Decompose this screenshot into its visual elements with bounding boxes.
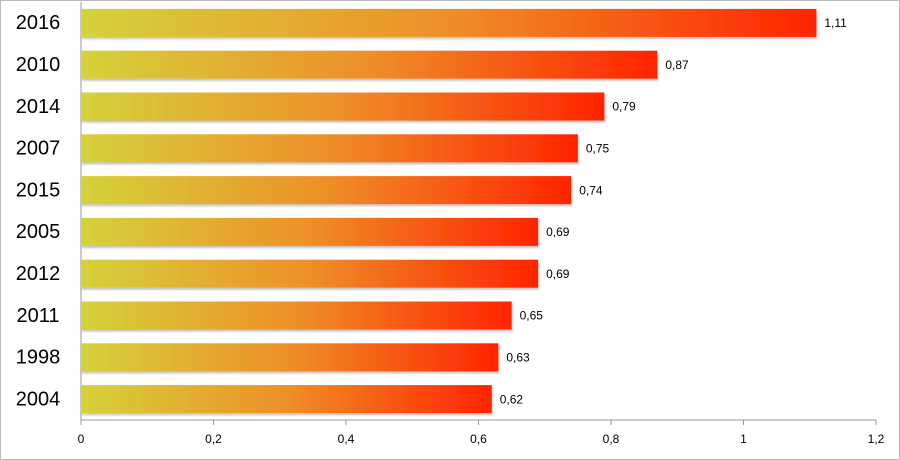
category-label: 2004 xyxy=(16,388,61,410)
bar xyxy=(81,8,817,37)
bar xyxy=(81,385,492,414)
x-tick-label: 0 xyxy=(78,432,85,446)
bar xyxy=(81,217,539,246)
category-label: 1998 xyxy=(16,347,61,369)
value-label: 1,11 xyxy=(824,16,847,30)
value-label: 0,74 xyxy=(579,183,603,197)
category-label: 2014 xyxy=(16,96,61,118)
category-label: 2016 xyxy=(16,12,61,34)
value-label: 0,63 xyxy=(506,350,530,364)
category-label: 2015 xyxy=(16,179,61,201)
value-label: 0,79 xyxy=(612,100,636,114)
value-label: 0,69 xyxy=(546,267,570,281)
value-label: 0,69 xyxy=(546,225,570,239)
value-label: 0,65 xyxy=(520,309,544,323)
value-label: 0,62 xyxy=(500,392,524,406)
bar xyxy=(81,259,539,288)
category-label: 2011 xyxy=(16,305,59,327)
x-tick-label: 0,8 xyxy=(603,432,620,446)
bar xyxy=(81,50,658,79)
category-label: 2010 xyxy=(16,54,61,76)
bar xyxy=(81,176,572,205)
bar xyxy=(81,343,499,372)
bar xyxy=(81,134,578,163)
value-label: 0,75 xyxy=(586,141,610,155)
bar xyxy=(81,92,605,121)
category-label: 2007 xyxy=(16,138,61,160)
x-tick-label: 0,4 xyxy=(338,432,355,446)
x-tick-label: 0,6 xyxy=(470,432,487,446)
category-label: 2005 xyxy=(16,221,61,243)
value-label: 0,87 xyxy=(665,58,689,72)
category-label: 2012 xyxy=(16,263,61,285)
bar xyxy=(81,301,512,330)
x-tick-label: 0,2 xyxy=(205,432,222,446)
x-tick-label: 1,2 xyxy=(868,432,885,446)
x-tick-label: 1 xyxy=(740,432,747,446)
